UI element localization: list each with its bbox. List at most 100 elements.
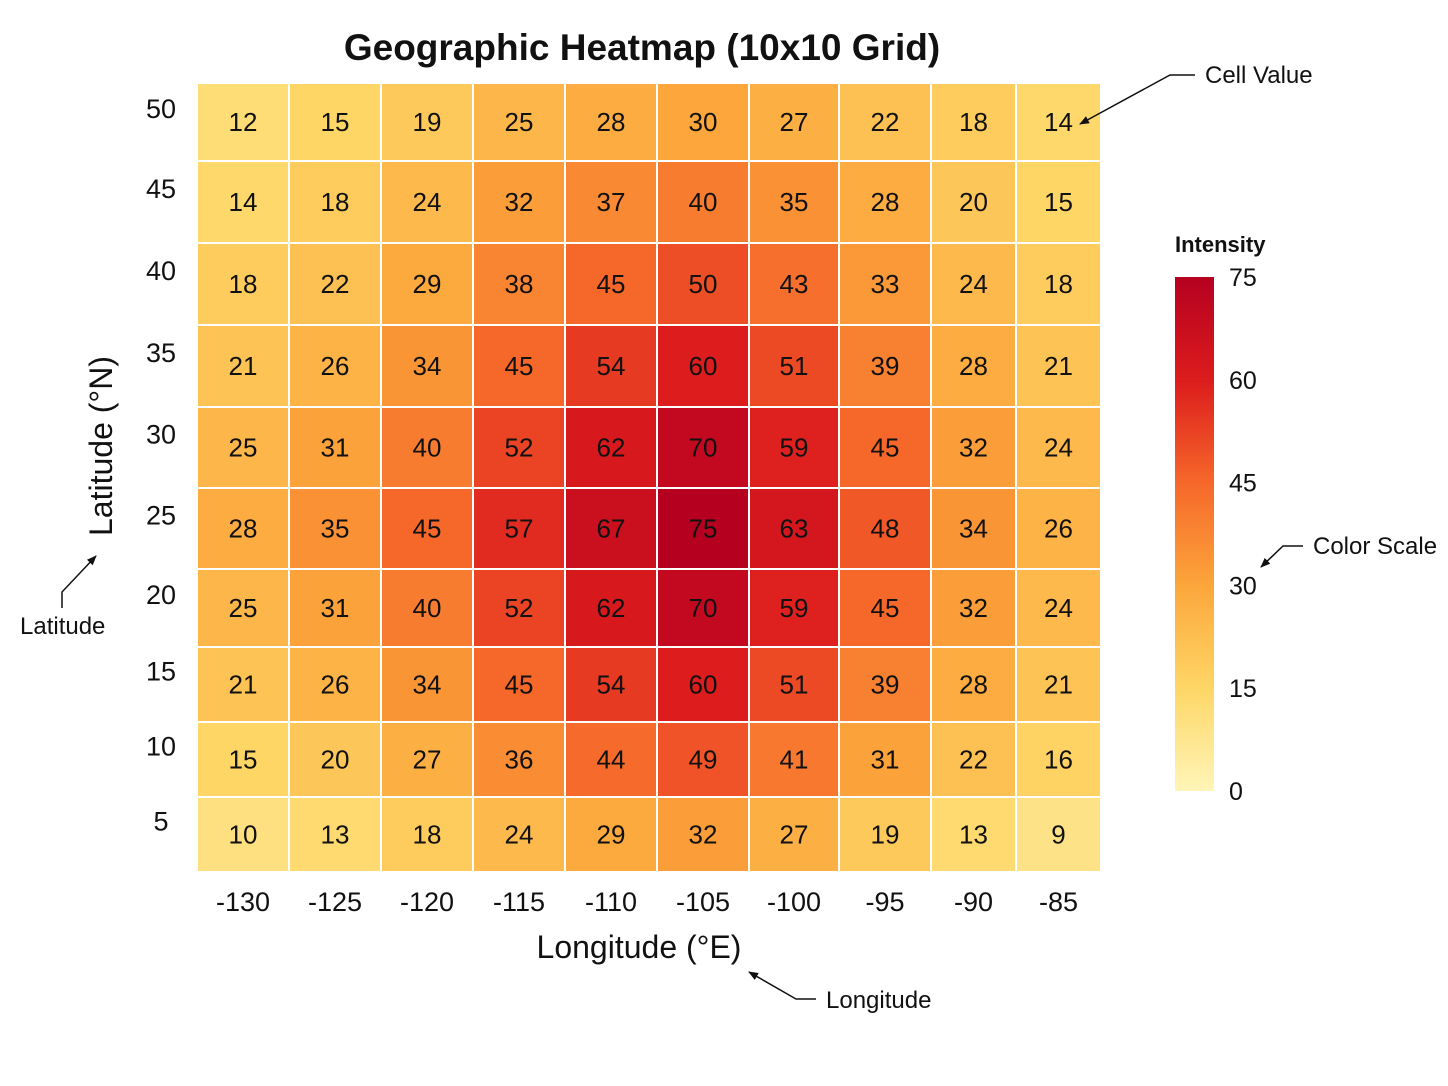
cell-value-label: 13 [321,820,350,850]
heatmap-cell [838,160,932,244]
cell-value-label: 45 [505,670,534,700]
cell-value-label: 24 [413,187,442,217]
heatmap-cell [1015,568,1102,648]
colorbar-tick-label: 0 [1229,778,1243,806]
heatmap-cell [288,721,382,798]
heatmap-cell [196,242,290,326]
cell-value-label: 19 [413,107,442,137]
cell-value-label: 31 [871,745,900,775]
x-tick-label: -85 [1039,887,1078,917]
cell-value-label: 54 [597,351,626,381]
x-tick-label: -105 [676,887,730,917]
heatmap-cell [838,721,932,798]
heatmap-cell [1015,242,1102,326]
x-axis-title: Longitude (°E) [537,929,742,965]
heatmap-grid [196,82,1102,873]
cell-value-label: 63 [780,514,809,544]
cell-value-label: 26 [321,351,350,381]
cell-value-label: 52 [505,433,534,463]
cell-value-label: 67 [597,514,626,544]
colorbar-tick-label: 60 [1229,367,1257,395]
heatmap-cell [930,406,1017,489]
cell-value-label: 62 [597,433,626,463]
heatmap-cell [656,160,750,244]
cell-value-label: 54 [597,670,626,700]
cell-value-label: 15 [229,745,258,775]
cell-value-label: 34 [413,670,442,700]
cell-value-label: 59 [780,593,809,623]
heatmap-cell [472,487,566,570]
cell-value-label: 29 [597,820,626,850]
cell-value-label: 70 [689,433,718,463]
cell-value-label: 13 [959,820,988,850]
colorbar-gradient [1175,277,1214,791]
heatmap-cell [656,568,750,648]
cell-value-label: 18 [413,820,442,850]
cell-value-label: 31 [321,433,350,463]
cell-value-label: 14 [229,187,258,217]
heatmap-cell [748,796,840,873]
colorbar-tick-label: 45 [1229,470,1257,498]
cell-value-label: 41 [780,745,809,775]
cell-value-label: 44 [597,745,626,775]
heatmap-cell [838,796,932,873]
cell-value-label: 27 [780,820,809,850]
x-tick-label: -130 [216,887,270,917]
cell-value-label: 34 [413,351,442,381]
heatmap-cell [380,487,474,570]
heatmap-cell [288,406,382,489]
heatmap-cell [930,721,1017,798]
cell-value-label: 75 [689,514,718,544]
heatmap-cell [380,721,474,798]
annotation-longitude: Longitude [826,987,931,1014]
cell-value-label: 21 [1044,670,1073,700]
heatmap-cell [930,796,1017,873]
cell-value-label: 32 [959,433,988,463]
heatmap-cell [930,242,1017,326]
cell-value-label: 24 [1044,433,1073,463]
cell-value-label: 28 [871,187,900,217]
cell-value-label: 70 [689,593,718,623]
cell-value-label: 12 [229,107,258,137]
cell-value-label: 34 [959,514,988,544]
colorbar-title: Intensity [1175,232,1266,257]
heatmap-cell [748,721,840,798]
annotation-cell-value-arrow [1079,74,1195,125]
heatmap-cell [656,324,750,408]
heatmap-cell [196,721,290,798]
y-tick-label: 35 [146,338,176,368]
heatmap-cell [564,721,658,798]
cell-value-label: 19 [871,820,900,850]
cell-value-label: 30 [689,107,718,137]
cell-value-label: 36 [505,745,534,775]
y-tick-label: 25 [146,501,176,531]
colorbar-tick-label: 15 [1229,675,1257,703]
cell-value-label: 48 [871,514,900,544]
heatmap-cell [656,487,750,570]
y-tick-label: 20 [146,580,176,610]
cell-value-label: 22 [959,745,988,775]
cell-value-label: 28 [959,351,988,381]
cell-value-label: 40 [413,593,442,623]
heatmap-cell [656,82,750,162]
cell-value-label: 28 [959,670,988,700]
annotation-latitude: Latitude [20,613,105,640]
heatmap-cell [472,160,566,244]
heatmap-cell [838,242,932,326]
cell-value-label: 24 [505,820,534,850]
cell-value-label: 18 [959,107,988,137]
colorbar-tick-label: 75 [1229,264,1257,292]
x-tick-label: -110 [585,887,637,917]
cell-value-label: 28 [597,107,626,137]
cell-value-label: 27 [413,745,442,775]
annotation-cell-value: Cell Value [1205,62,1313,89]
cell-value-label: 9 [1051,820,1065,850]
heatmap-cell [1015,721,1102,798]
cell-value-label: 38 [505,269,534,299]
cell-value-label: 45 [597,269,626,299]
y-tick-label: 50 [146,94,176,124]
cell-value-label: 26 [321,670,350,700]
cell-value-label: 16 [1044,745,1073,775]
heatmap-cell [748,242,840,326]
cell-value-label: 43 [780,269,809,299]
